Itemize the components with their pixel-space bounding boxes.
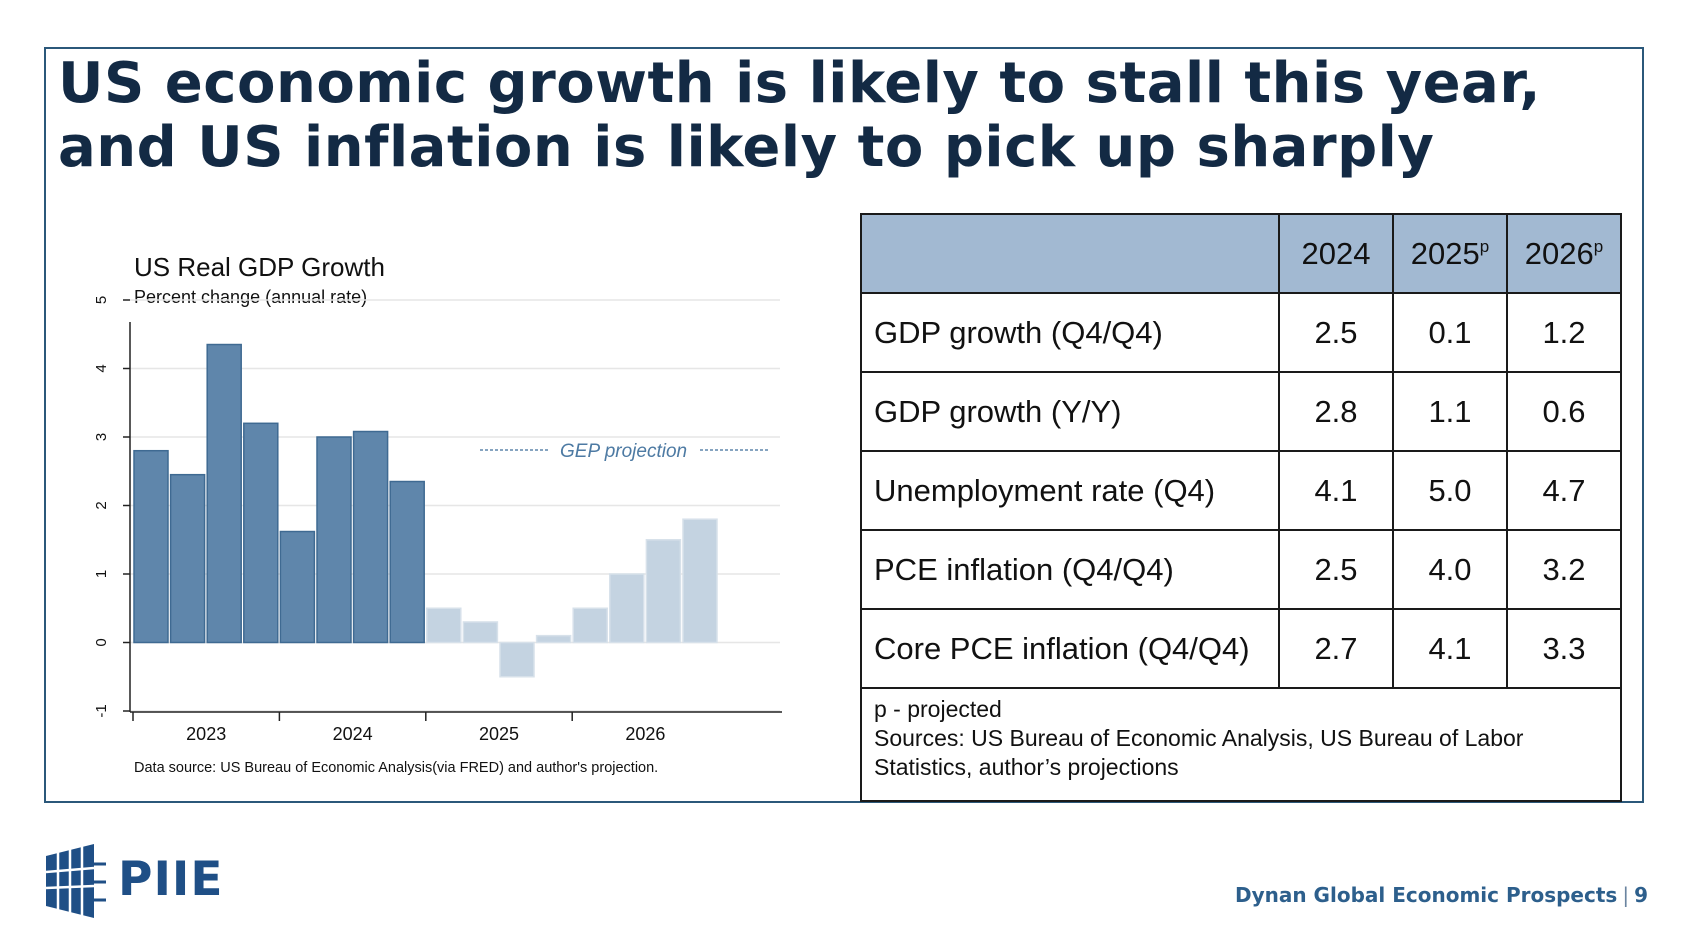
bar (609, 573, 645, 644)
x-tick-label: 2023 (186, 724, 226, 744)
economic-projections-table: 2024 2025p 2026p GDP growth (Q4/Q4) 2.5 … (860, 213, 1622, 802)
gdp-growth-chart: US Real GDP Growth Percent change (annua… (93, 252, 782, 776)
chart-subtitle: Percent change (annual rate) (134, 287, 367, 307)
sources-note-line-2: Statistics, author’s projections (874, 754, 1179, 780)
bar (243, 422, 279, 644)
cell-value: 3.3 (1506, 608, 1622, 689)
projected-marker: p (1593, 236, 1604, 256)
x-tick-label: 2026 (625, 724, 665, 744)
bar (682, 518, 718, 644)
projection-annotation: GEP projection (480, 441, 770, 462)
chart-bars (133, 343, 718, 678)
table-notes: p - projected Sources: US Bureau of Econ… (860, 687, 1622, 802)
row-label: Core PCE inflation (Q4/Q4) (860, 608, 1280, 689)
bar (389, 480, 425, 644)
slide-frame (44, 47, 1644, 803)
chart-title: US Real GDP Growth (134, 252, 385, 282)
cell-value: 0.6 (1506, 371, 1622, 452)
projected-note: p - projected (874, 696, 1002, 722)
year-label: 2026 (1524, 235, 1594, 271)
bar (133, 449, 169, 644)
slide-title: US economic growth is likely to stall th… (58, 52, 1638, 180)
cell-value: 2.5 (1278, 292, 1394, 373)
table-row: Unemployment rate (Q4) 4.1 5.0 4.7 (860, 450, 1622, 531)
chart-source: Data source: US Bureau of Economic Analy… (134, 760, 658, 776)
x-axis-ticks: 2023 2024 2025 2026 (132, 712, 665, 744)
cell-value: 4.1 (1278, 450, 1394, 531)
projection-label: GEP projection (560, 441, 687, 462)
cell-value: 2.5 (1278, 529, 1394, 610)
bar (206, 343, 242, 644)
table-row: GDP growth (Q4/Q4) 2.5 0.1 1.2 (860, 292, 1622, 373)
table-row: PCE inflation (Q4/Q4) 2.5 4.0 3.2 (860, 529, 1622, 610)
y-tick-label: 5 (93, 296, 110, 304)
projected-marker: p (1479, 236, 1490, 256)
bar (499, 641, 535, 678)
footer-title: Dynan Global Economic Prospects (1234, 883, 1618, 907)
cell-value: 4.1 (1392, 608, 1508, 689)
cell-value: 2.7 (1278, 608, 1394, 689)
table-row: GDP growth (Y/Y) 2.8 1.1 0.6 (860, 371, 1622, 452)
table-header-row: 2024 2025p 2026p (860, 213, 1622, 294)
slide-title-line-1: US economic growth is likely to stall th… (58, 51, 1542, 116)
cell-value: 2.8 (1278, 371, 1394, 452)
footer-separator: | (1622, 883, 1630, 907)
row-label: PCE inflation (Q4/Q4) (860, 529, 1280, 610)
bar (462, 621, 499, 644)
piie-logo-icon (45, 844, 106, 918)
table-header-blank (860, 213, 1280, 294)
cell-value: 0.1 (1392, 292, 1508, 373)
sources-note-line-1: Sources: US Bureau of Economic Analysis,… (874, 725, 1524, 751)
bar (535, 634, 572, 644)
bar (352, 430, 389, 644)
table-row: Core PCE inflation (Q4/Q4) 2.7 4.1 3.3 (860, 608, 1622, 689)
year-label: 2025 (1410, 235, 1480, 271)
cell-value: 1.1 (1392, 371, 1508, 452)
y-tick-label: -1 (93, 704, 110, 717)
year-label: 2024 (1301, 235, 1371, 271)
bar (279, 530, 316, 644)
y-tick-label: 4 (93, 364, 110, 372)
bar (316, 436, 352, 644)
table-header-2026: 2026p (1506, 213, 1622, 294)
y-tick-label: 1 (93, 570, 110, 578)
row-label: GDP growth (Q4/Q4) (860, 292, 1280, 373)
table-header-2024: 2024 (1278, 213, 1394, 294)
bar (572, 607, 608, 644)
y-tick-label: 0 (93, 638, 110, 646)
bar (169, 473, 206, 644)
y-tick-label: 3 (93, 433, 110, 441)
row-label: GDP growth (Y/Y) (860, 371, 1280, 452)
piie-logo-text: PIIE (118, 852, 224, 907)
y-axis-ticks: -1 0 1 2 3 4 5 (93, 296, 130, 718)
cell-value: 4.7 (1506, 450, 1622, 531)
x-tick-label: 2025 (479, 724, 519, 744)
row-label: Unemployment rate (Q4) (860, 450, 1280, 531)
table-notes-row: p - projected Sources: US Bureau of Econ… (860, 687, 1622, 802)
y-tick-label: 2 (93, 501, 110, 509)
cell-value: 4.0 (1392, 529, 1508, 610)
cell-value: 3.2 (1506, 529, 1622, 610)
bar (645, 539, 682, 644)
cell-value: 1.2 (1506, 292, 1622, 373)
cell-value: 5.0 (1392, 450, 1508, 531)
x-tick-label: 2024 (333, 724, 373, 744)
page-number: 9 (1634, 883, 1648, 907)
table-header-2025: 2025p (1392, 213, 1508, 294)
slide-footer: Dynan Global Economic Prospects | 9 (1235, 883, 1648, 907)
slide-title-line-2: and US inflation is likely to pick up sh… (58, 115, 1435, 180)
bar (426, 607, 462, 644)
